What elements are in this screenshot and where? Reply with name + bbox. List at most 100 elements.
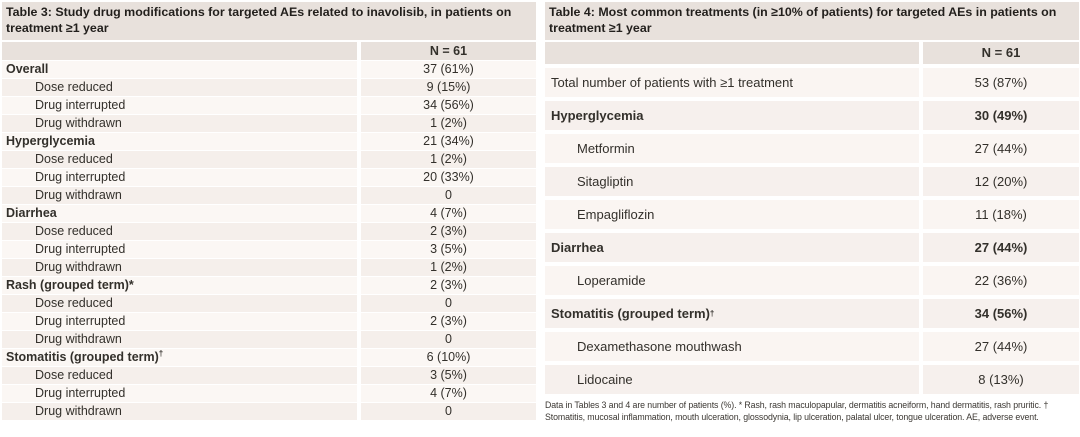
row-label: Drug interrupted bbox=[35, 98, 126, 113]
row-value: 30 (49%) bbox=[919, 101, 1079, 131]
row-value: 21 (34%) bbox=[357, 133, 536, 151]
table-row: Drug withdrawn 0 bbox=[2, 187, 536, 206]
row-label: Dose reduced bbox=[35, 296, 113, 311]
row-label: Drug withdrawn bbox=[35, 260, 122, 275]
row-label: Dose reduced bbox=[35, 224, 113, 239]
row-label: Metformin bbox=[577, 141, 635, 157]
row-value: 0 bbox=[357, 295, 536, 313]
row-value: 34 (56%) bbox=[919, 299, 1079, 329]
table-row: Empagliflozin 11 (18%) bbox=[545, 200, 1079, 234]
row-value: 1 (2%) bbox=[357, 259, 536, 277]
table-row: Drug withdrawn 1 (2%) bbox=[2, 259, 536, 278]
row-value: 4 (7%) bbox=[357, 205, 536, 223]
row-label: Total number of patients with ≥1 treatme… bbox=[551, 75, 793, 91]
table-row: Lidocaine 8 (13%) bbox=[545, 365, 1079, 399]
row-value: 9 (15%) bbox=[357, 79, 536, 97]
table4-title: Table 4: Most common treatments (in ≥10%… bbox=[545, 2, 1079, 41]
table-row: Stomatitis (grouped term)† 6 (10%) bbox=[2, 349, 536, 368]
table3-body: Overall 37 (61%) Dose reduced 9 (15%) Drug i… bbox=[2, 61, 536, 422]
row-value: 6 (10%) bbox=[357, 349, 536, 367]
row-label: Lidocaine bbox=[577, 372, 633, 388]
table-row: Rash (grouped term)* 2 (3%) bbox=[2, 277, 536, 296]
table-row: Dose reduced 0 bbox=[2, 295, 536, 314]
table-row: Drug interrupted 34 (56%) bbox=[2, 97, 536, 116]
footnote-marker: † bbox=[158, 349, 164, 359]
row-value: 37 (61%) bbox=[357, 61, 536, 79]
table-row: Dexamethasone mouthwash 27 (44%) bbox=[545, 332, 1079, 366]
row-label: Drug interrupted bbox=[35, 314, 126, 329]
row-label: Sitagliptin bbox=[577, 174, 634, 190]
row-value: 27 (44%) bbox=[919, 233, 1079, 263]
table-row: Dose reduced 2 (3%) bbox=[2, 223, 536, 242]
table3-n-column-header: N = 61 bbox=[357, 42, 536, 61]
table-row: Dose reduced 9 (15%) bbox=[2, 79, 536, 98]
row-value: 12 (20%) bbox=[919, 167, 1079, 197]
row-value: 0 bbox=[357, 187, 536, 205]
table-row: Drug interrupted 20 (33%) bbox=[2, 169, 536, 188]
row-label: Drug withdrawn bbox=[35, 116, 122, 131]
row-label: Dexamethasone mouthwash bbox=[577, 339, 742, 355]
row-label: Stomatitis (grouped term)† bbox=[6, 349, 164, 365]
table-row: Diarrhea 4 (7%) bbox=[2, 205, 536, 224]
row-label: Empagliflozin bbox=[577, 207, 655, 223]
row-value: 0 bbox=[357, 403, 536, 421]
table-row: Total number of patients with ≥1 treatme… bbox=[545, 68, 1079, 102]
row-value: 4 (7%) bbox=[357, 385, 536, 403]
table-row: Drug interrupted 4 (7%) bbox=[2, 385, 536, 404]
row-value: 53 (87%) bbox=[919, 68, 1079, 98]
row-value: 1 (2%) bbox=[357, 115, 536, 133]
row-label: Dose reduced bbox=[35, 368, 113, 383]
table-row: Drug interrupted 3 (5%) bbox=[2, 241, 536, 260]
row-label: Hyperglycemia bbox=[6, 134, 95, 149]
row-value: 27 (44%) bbox=[919, 332, 1079, 362]
table4-header-spacer bbox=[545, 42, 919, 64]
row-label: Drug withdrawn bbox=[35, 188, 122, 203]
row-label: Dose reduced bbox=[35, 80, 113, 95]
table-row: Stomatitis (grouped term) † 34 (56%) bbox=[545, 299, 1079, 333]
row-value: 2 (3%) bbox=[357, 313, 536, 331]
row-label: Drug interrupted bbox=[35, 386, 126, 401]
table4-header-row: N = 61 bbox=[545, 42, 1079, 69]
table-row: Metformin 27 (44%) bbox=[545, 134, 1079, 168]
row-label: Loperamide bbox=[577, 273, 646, 289]
row-value: 2 (3%) bbox=[357, 277, 536, 295]
table-row: Drug withdrawn 0 bbox=[2, 331, 536, 350]
row-label: Drug withdrawn bbox=[35, 332, 122, 347]
row-label: Drug withdrawn bbox=[35, 404, 122, 419]
row-value: 3 (5%) bbox=[357, 367, 536, 385]
row-label: Diarrhea bbox=[551, 240, 604, 256]
row-label: Rash (grouped term)* bbox=[6, 278, 134, 293]
table-row: Dose reduced 3 (5%) bbox=[2, 367, 536, 386]
table-row: Hyperglycemia 30 (49%) bbox=[545, 101, 1079, 135]
footnote: Data in Tables 3 and 4 are number of pat… bbox=[545, 400, 1049, 422]
row-value: 3 (5%) bbox=[357, 241, 536, 259]
row-value: 2 (3%) bbox=[357, 223, 536, 241]
table-row: Diarrhea 27 (44%) bbox=[545, 233, 1079, 267]
row-value: 8 (13%) bbox=[919, 365, 1079, 395]
row-value: 27 (44%) bbox=[919, 134, 1079, 164]
row-label: Hyperglycemia bbox=[551, 108, 644, 124]
row-label: Overall bbox=[6, 62, 49, 77]
row-label: Drug interrupted bbox=[35, 242, 126, 257]
row-value: 22 (36%) bbox=[919, 266, 1079, 296]
row-value: 20 (33%) bbox=[357, 169, 536, 187]
table3-header-row: N = 61 bbox=[2, 42, 536, 61]
table-row: Drug withdrawn 1 (2%) bbox=[2, 115, 536, 134]
table3-title: Table 3: Study drug modifications for ta… bbox=[2, 2, 536, 41]
row-label: Drug interrupted bbox=[35, 170, 126, 185]
table-row: Dose reduced 1 (2%) bbox=[2, 151, 536, 170]
table-row: Sitagliptin 12 (20%) bbox=[545, 167, 1079, 201]
table-row: Overall 37 (61%) bbox=[2, 61, 536, 80]
table4: Table 4: Most common treatments (in ≥10%… bbox=[545, 2, 1079, 423]
table-row: Drug interrupted 2 (3%) bbox=[2, 313, 536, 332]
table4-body: Total number of patients with ≥1 treatme… bbox=[545, 68, 1079, 399]
row-value: 1 (2%) bbox=[357, 151, 536, 169]
table3: Table 3: Study drug modifications for ta… bbox=[2, 2, 536, 423]
table4-n-column-header: N = 61 bbox=[919, 42, 1079, 65]
row-label: Dose reduced bbox=[35, 152, 113, 167]
row-value: 34 (56%) bbox=[357, 97, 536, 115]
table-row: Drug withdrawn 0 bbox=[2, 403, 536, 422]
table-row: Hyperglycemia 21 (34%) bbox=[2, 133, 536, 152]
row-label: Diarrhea bbox=[6, 206, 57, 221]
row-value: 11 (18%) bbox=[919, 200, 1079, 230]
